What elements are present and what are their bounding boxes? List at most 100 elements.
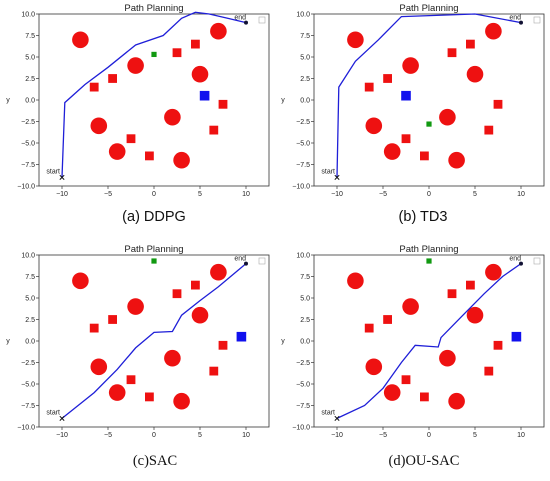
caption-sac: (c)SAC <box>132 453 178 469</box>
y-tick-label: −5.0 <box>21 140 35 147</box>
y-tick-label: −5.0 <box>296 140 310 147</box>
y-tick-label: 2.5 <box>300 317 310 324</box>
obstacle-square <box>108 74 117 83</box>
y-axis-label: y <box>281 97 285 104</box>
y-tick-label: −10.0 <box>17 424 35 431</box>
obstacle-circle <box>90 117 108 135</box>
y-tick-label: −7.5 <box>296 162 310 169</box>
obstacle-circle <box>365 358 383 376</box>
obstacle-square <box>145 392 154 402</box>
x-tick-label: −5 <box>104 191 112 198</box>
obstacle-square <box>447 289 457 299</box>
panel-b: Path Planning −10 −5 0 5 10 −10.0 −7.5 −5.0 −2.5 0… <box>275 0 550 240</box>
obstacle-circle <box>365 117 383 135</box>
y-tick-label: 5.0 <box>300 295 310 302</box>
x-tick-label: 5 <box>473 432 477 439</box>
obstacle-square <box>493 99 503 109</box>
obstacle-square <box>493 340 503 350</box>
chart-sac: Path Planning −10 −5 0 5 10 −10.0 −7.5 −5.0 −2.5 0… <box>6 244 270 441</box>
x-axis-label: x <box>427 440 431 441</box>
panel-a: Path Planning −10 −5 0 5 10 −10.0 −7.5 −5.0 −2.5 0… <box>0 0 275 240</box>
y-tick-label: 7.5 <box>25 274 35 281</box>
start-label: start <box>321 409 335 416</box>
green-box <box>426 258 432 264</box>
x-tick-label: 10 <box>517 432 525 439</box>
end-marker <box>244 20 248 25</box>
obstacle-circle <box>164 349 181 367</box>
start-label: start <box>321 168 335 175</box>
x-axis-label: x <box>152 440 156 441</box>
y-tick-label: −2.5 <box>296 360 310 367</box>
caption-ddpg: (a) DDPG <box>122 209 186 225</box>
start-marker <box>334 415 340 421</box>
obstacle-circle <box>173 151 190 169</box>
obstacle-square <box>172 289 182 299</box>
obstacle-square <box>218 99 228 109</box>
obstacle-square <box>89 82 99 92</box>
blue-box <box>236 331 247 342</box>
planned-path <box>336 13 522 178</box>
obstacle-square <box>420 392 429 402</box>
x-tick-label: 0 <box>152 191 156 198</box>
caption-td3: (b) TD3 <box>398 209 448 225</box>
obstacle-circle <box>173 392 190 410</box>
x-tick-label: 0 <box>427 432 431 439</box>
y-tick-label: −5.0 <box>21 381 35 388</box>
obstacle-square <box>108 315 117 324</box>
end-marker <box>519 20 523 25</box>
y-axis-label: y <box>6 97 10 104</box>
x-tick-label: 10 <box>517 191 525 198</box>
end-label: end <box>509 15 521 22</box>
y-tick-label: 7.5 <box>300 274 310 281</box>
obstacle-square <box>447 48 457 58</box>
legend-box <box>533 257 541 265</box>
y-tick-label: −7.5 <box>21 403 35 410</box>
y-tick-label: −2.5 <box>296 119 310 126</box>
obstacle-circle <box>485 263 502 281</box>
obstacle-square <box>89 323 99 333</box>
y-tick-label: 7.5 <box>300 33 310 40</box>
obstacle-circle <box>466 306 484 324</box>
end-marker <box>244 261 248 266</box>
x-tick-label: 0 <box>427 191 431 198</box>
x-tick-label: −10 <box>331 432 343 439</box>
end-label: end <box>509 256 521 263</box>
y-tick-label: 10.0 <box>21 11 35 18</box>
obstacle-circle <box>402 57 419 74</box>
chart-ou-sac: Path Planning −10 −5 0 5 10 −10.0 −7.5 −5.0 −2.5 0… <box>281 244 545 441</box>
obstacle-square <box>401 375 411 385</box>
obstacle-circle <box>347 272 364 290</box>
caption-ou-sac: (d)OU-SAC <box>388 453 460 469</box>
obstacle-circle <box>108 143 126 160</box>
chart-title: Path Planning <box>124 244 183 255</box>
obstacle-circle <box>191 65 209 83</box>
x-tick-label: 5 <box>198 191 202 198</box>
start-marker <box>59 174 65 180</box>
y-tick-label: 0.0 <box>25 97 35 104</box>
legend-box <box>258 257 266 265</box>
obstacle-circle <box>383 143 401 160</box>
legend-box <box>533 16 541 24</box>
obstacle-circle <box>127 57 144 74</box>
obstacle-square <box>145 151 154 161</box>
obstacle-circle <box>191 306 209 324</box>
y-tick-label: −7.5 <box>296 403 310 410</box>
obstacle-square <box>364 323 374 333</box>
x-tick-label: −5 <box>104 432 112 439</box>
y-tick-label: 2.5 <box>300 76 310 83</box>
obstacle-circle <box>72 272 89 290</box>
end-label: end <box>234 15 246 22</box>
blue-box <box>199 90 210 101</box>
obstacle-square <box>420 151 429 161</box>
chart-title: Path Planning <box>399 3 458 14</box>
end-label: end <box>234 256 246 263</box>
chart-title: Path Planning <box>399 244 458 255</box>
obstacle-circle <box>72 31 89 49</box>
obstacle-circle <box>90 358 108 376</box>
obstacle-circle <box>439 349 456 367</box>
x-tick-label: −10 <box>331 191 343 198</box>
start-label: start <box>46 168 60 175</box>
obstacle-circle <box>402 298 419 315</box>
obstacle-square <box>126 375 136 385</box>
x-tick-label: −10 <box>56 432 68 439</box>
